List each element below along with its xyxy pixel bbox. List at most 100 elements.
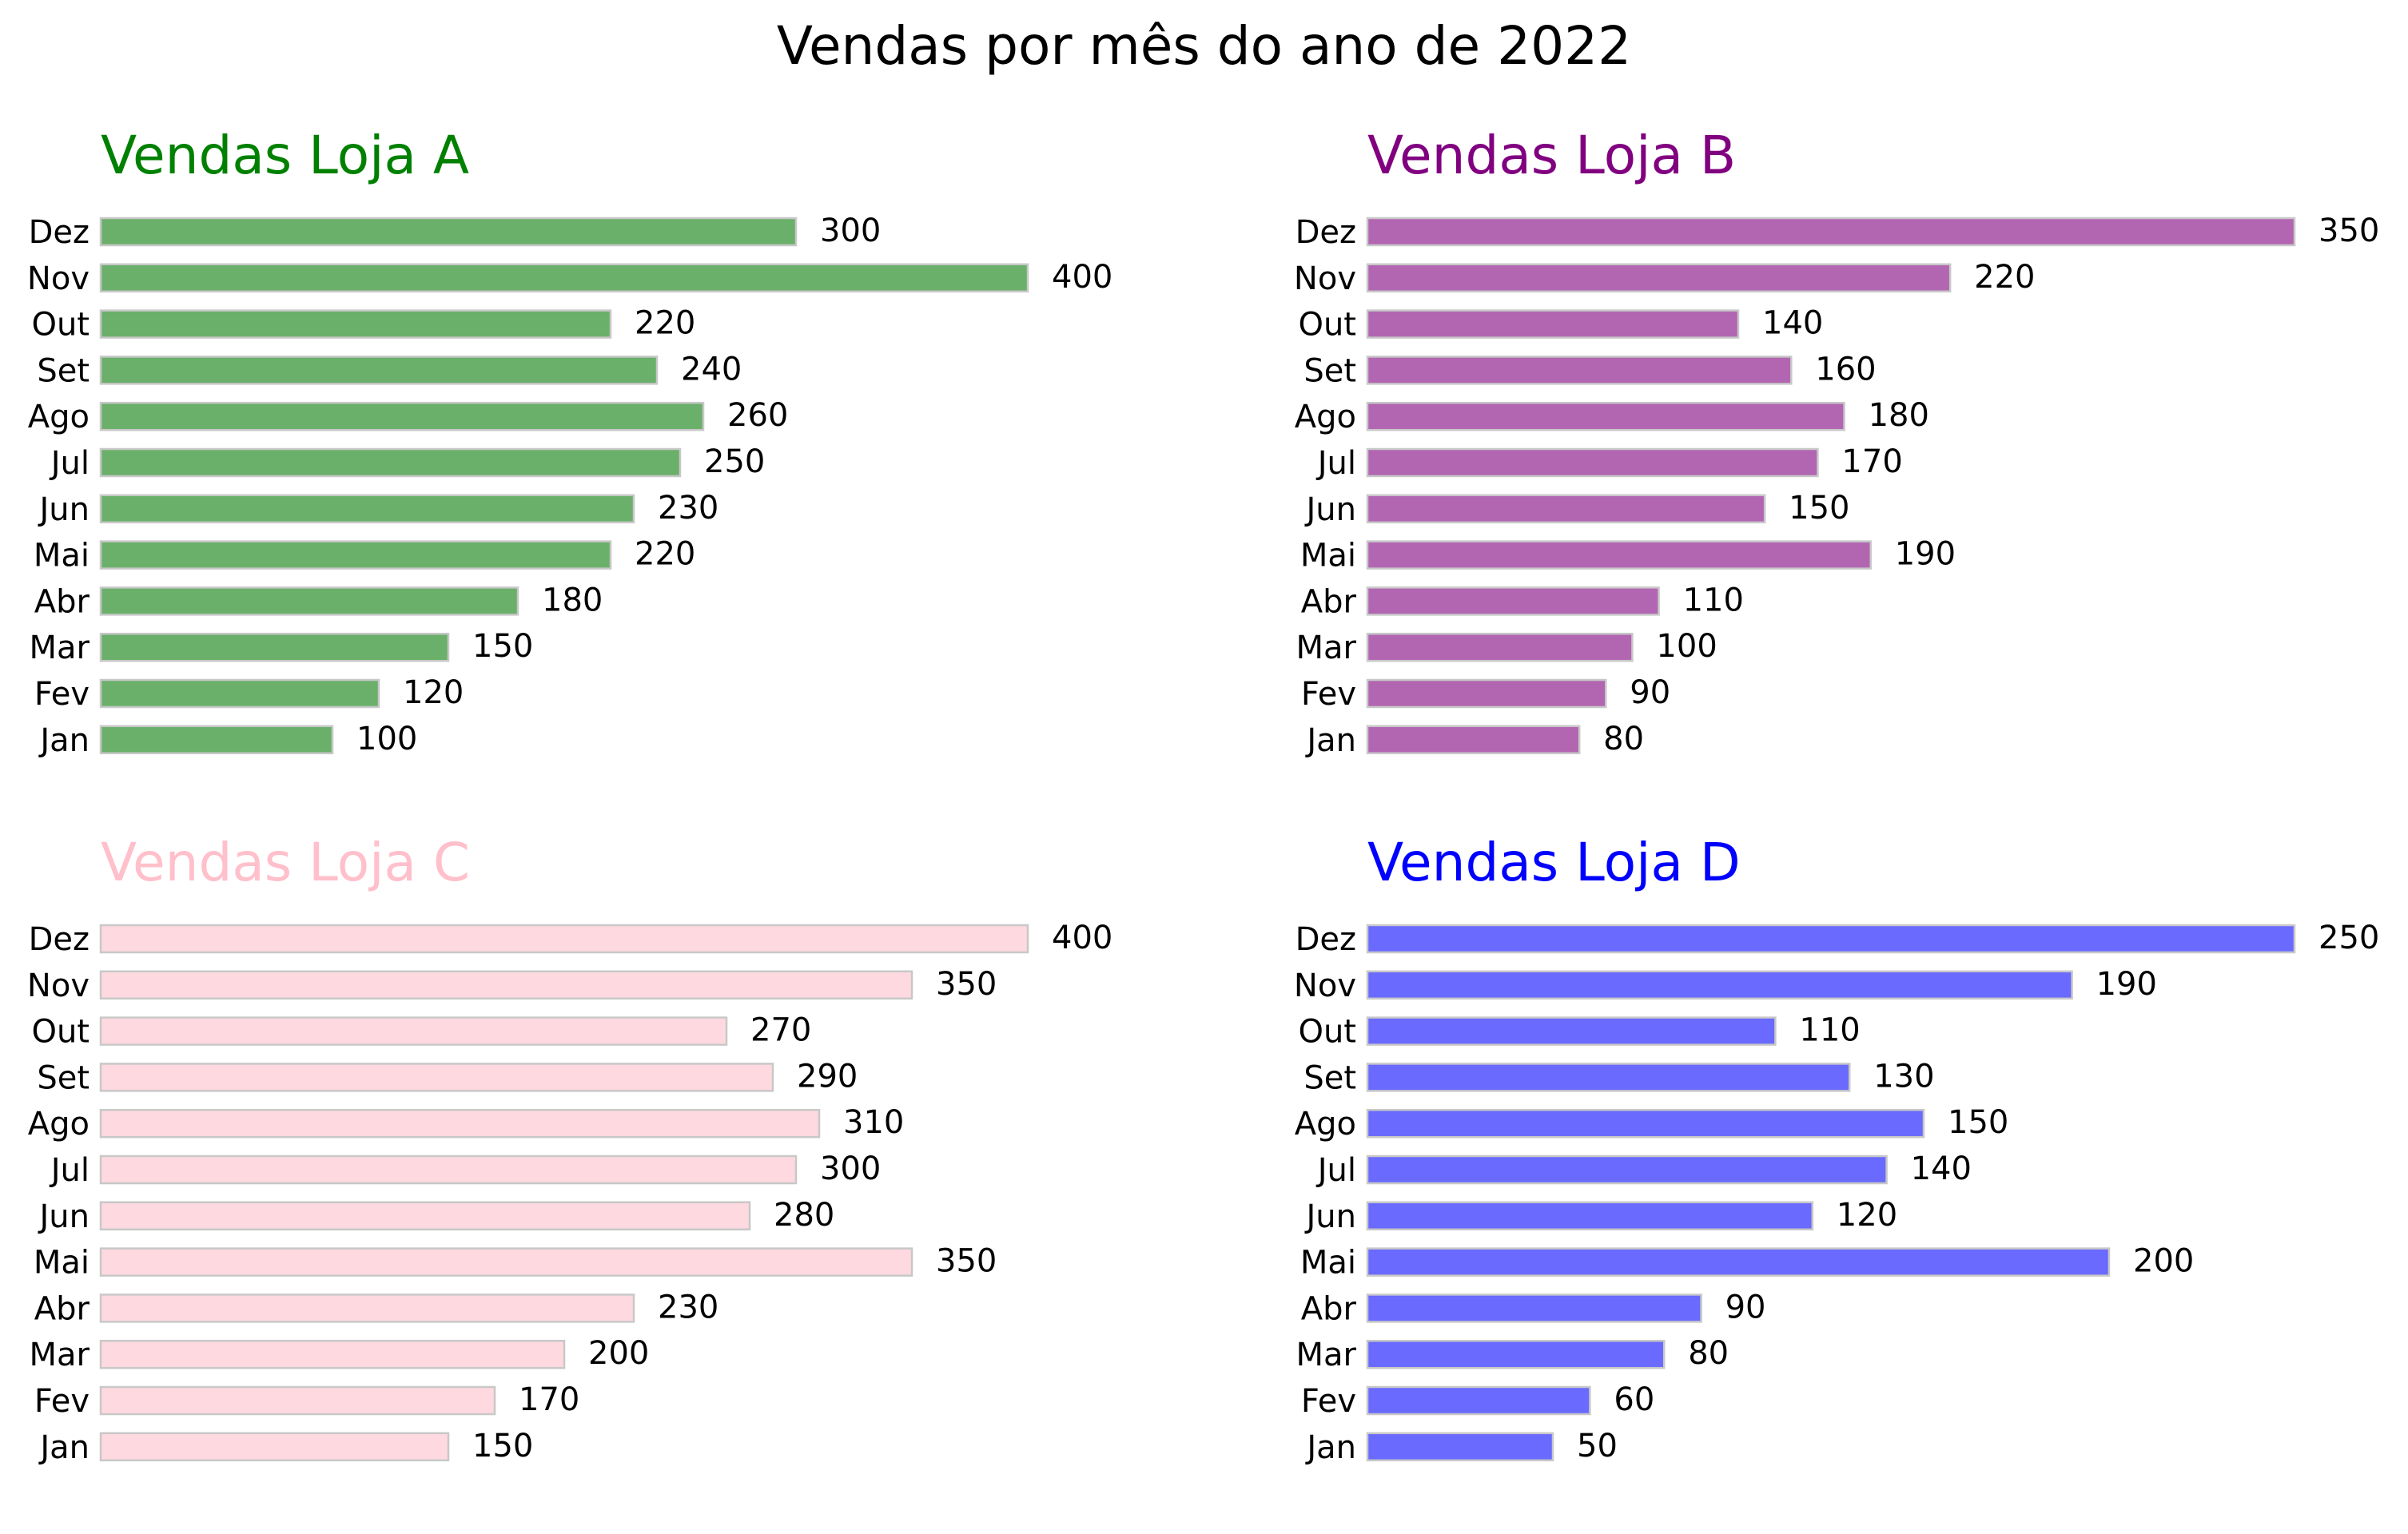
bar-out — [1366, 1016, 1777, 1046]
category-label-mai: Mai — [1300, 1245, 1356, 1282]
panel-title-loja-a: Vendas Loja A — [101, 125, 470, 186]
bar-nov — [1366, 970, 2073, 1000]
category-label-out: Out — [1298, 1014, 1356, 1051]
category-label-mar: Mar — [30, 1337, 90, 1373]
panel-title-loja-c: Vendas Loja C — [101, 832, 470, 893]
bar-fev — [99, 1385, 496, 1416]
bar-out — [1366, 309, 1740, 339]
category-label-set: Set — [1304, 352, 1356, 389]
value-label-out: 270 — [750, 1012, 811, 1049]
category-label-nov: Nov — [27, 968, 90, 1004]
value-label-mai: 200 — [2133, 1243, 2194, 1280]
bar-mar — [1366, 632, 1634, 662]
category-label-dez: Dez — [1296, 214, 1356, 251]
bar-jun — [99, 1201, 751, 1231]
bar-ago — [1366, 401, 1845, 431]
panel-loja-b: Vendas Loja B Dez 350 Nov 220 Out 140 Set 160 Ag… — [1267, 124, 2408, 827]
category-label-out: Out — [31, 307, 90, 344]
bar-dez — [1366, 217, 2296, 247]
value-label-jun: 230 — [658, 490, 718, 527]
value-label-out: 220 — [635, 305, 695, 342]
bar-chart-loja-a: Dez 300 Nov 400 Out 220 Set 240 Ago 260 Jul 250 Jun 2… — [27, 213, 1112, 759]
value-label-fev: 90 — [1630, 674, 1670, 711]
value-label-set: 290 — [797, 1058, 858, 1095]
value-label-abr: 230 — [658, 1289, 718, 1325]
bar-set — [99, 1063, 774, 1092]
bar-fev — [1366, 1385, 1591, 1416]
bar-dez — [99, 924, 1029, 954]
category-label-nov: Nov — [1294, 968, 1356, 1004]
bar-chart-loja-d: Dez 250 Nov 190 Out 110 Set 130 Ago 150 Jul 140 Jun 1… — [1294, 920, 2379, 1466]
bar-mai — [1366, 540, 1872, 570]
bar-ago — [99, 401, 705, 431]
value-label-jun: 150 — [1789, 490, 1849, 527]
value-label-ago: 260 — [727, 397, 788, 434]
category-label-set: Set — [37, 1059, 90, 1096]
bar-set — [99, 356, 659, 385]
category-label-mai: Mai — [34, 538, 90, 574]
value-label-jun: 280 — [774, 1197, 834, 1234]
panel-title-loja-d: Vendas Loja D — [1367, 832, 1741, 893]
bar-mai — [1366, 1247, 2111, 1277]
bar-mar — [99, 632, 450, 662]
bar-ago — [99, 1108, 821, 1139]
category-label-fev: Fev — [34, 1383, 90, 1420]
value-label-nov: 400 — [1052, 259, 1112, 296]
category-label-mai: Mai — [34, 1245, 90, 1282]
category-label-abr: Abr — [1301, 583, 1357, 620]
value-label-dez: 400 — [1052, 920, 1112, 956]
value-label-nov: 220 — [1974, 259, 2035, 296]
value-label-nov: 190 — [2096, 966, 2157, 1003]
bar-mai — [99, 1247, 913, 1277]
value-label-dez: 300 — [820, 213, 881, 249]
category-label-dez: Dez — [29, 214, 90, 251]
bar-abr — [99, 1294, 635, 1323]
bar-jan — [1366, 1432, 1554, 1462]
category-label-abr: Abr — [34, 583, 90, 620]
category-label-dez: Dez — [29, 921, 90, 958]
category-label-mar: Mar — [30, 630, 90, 666]
value-label-jan: 150 — [472, 1428, 533, 1464]
bar-chart-loja-c: Dez 400 Nov 350 Out 270 Set 290 Ago 310 Jul 300 Jun 2… — [27, 920, 1112, 1466]
panel-loja-d: Vendas Loja D Dez 250 Nov 190 Out 110 Set 130 Ag… — [1267, 831, 2408, 1534]
value-label-ago: 150 — [1948, 1104, 2008, 1141]
category-label-ago: Ago — [28, 399, 90, 435]
category-label-fev: Fev — [1301, 676, 1356, 713]
value-label-mar: 150 — [472, 628, 533, 665]
value-label-set: 240 — [681, 351, 742, 387]
value-label-jun: 120 — [1837, 1197, 1897, 1234]
value-label-jan: 100 — [356, 721, 417, 757]
main-title: Vendas por mês do ano de 2022 — [776, 15, 1632, 77]
value-label-ago: 180 — [1869, 397, 1929, 434]
bar-abr — [1366, 586, 1660, 616]
category-label-ago: Ago — [1295, 399, 1356, 435]
value-label-fev: 60 — [1614, 1381, 1654, 1418]
value-label-mar: 200 — [588, 1335, 649, 1372]
bar-dez — [1366, 924, 2296, 954]
value-label-fev: 120 — [403, 674, 464, 711]
category-label-set: Set — [1304, 1059, 1356, 1096]
value-label-fev: 170 — [519, 1381, 579, 1418]
bar-dez — [99, 217, 798, 247]
value-label-set: 130 — [1873, 1058, 1934, 1095]
category-label-jun: Jun — [1304, 1198, 1357, 1235]
category-label-jun: Jun — [1304, 491, 1357, 528]
bar-fev — [99, 678, 380, 709]
value-label-abr: 90 — [1725, 1289, 1766, 1325]
bar-jul — [99, 447, 682, 478]
category-label-mar: Mar — [1296, 630, 1357, 666]
bar-jan — [1366, 725, 1581, 755]
value-label-set: 160 — [1815, 351, 1876, 387]
value-label-out: 140 — [1762, 305, 1823, 342]
panel-title-loja-b: Vendas Loja B — [1367, 125, 1737, 186]
category-label-jun: Jun — [38, 1198, 90, 1235]
bar-abr — [99, 586, 519, 616]
category-label-set: Set — [37, 352, 90, 389]
category-label-jul: Jul — [1315, 445, 1356, 482]
category-label-jul: Jul — [49, 1152, 90, 1189]
bar-nov — [99, 970, 913, 1000]
category-label-abr: Abr — [34, 1290, 90, 1327]
bar-nov — [1366, 263, 1952, 293]
bar-nov — [99, 263, 1029, 293]
category-label-ago: Ago — [28, 1106, 90, 1143]
